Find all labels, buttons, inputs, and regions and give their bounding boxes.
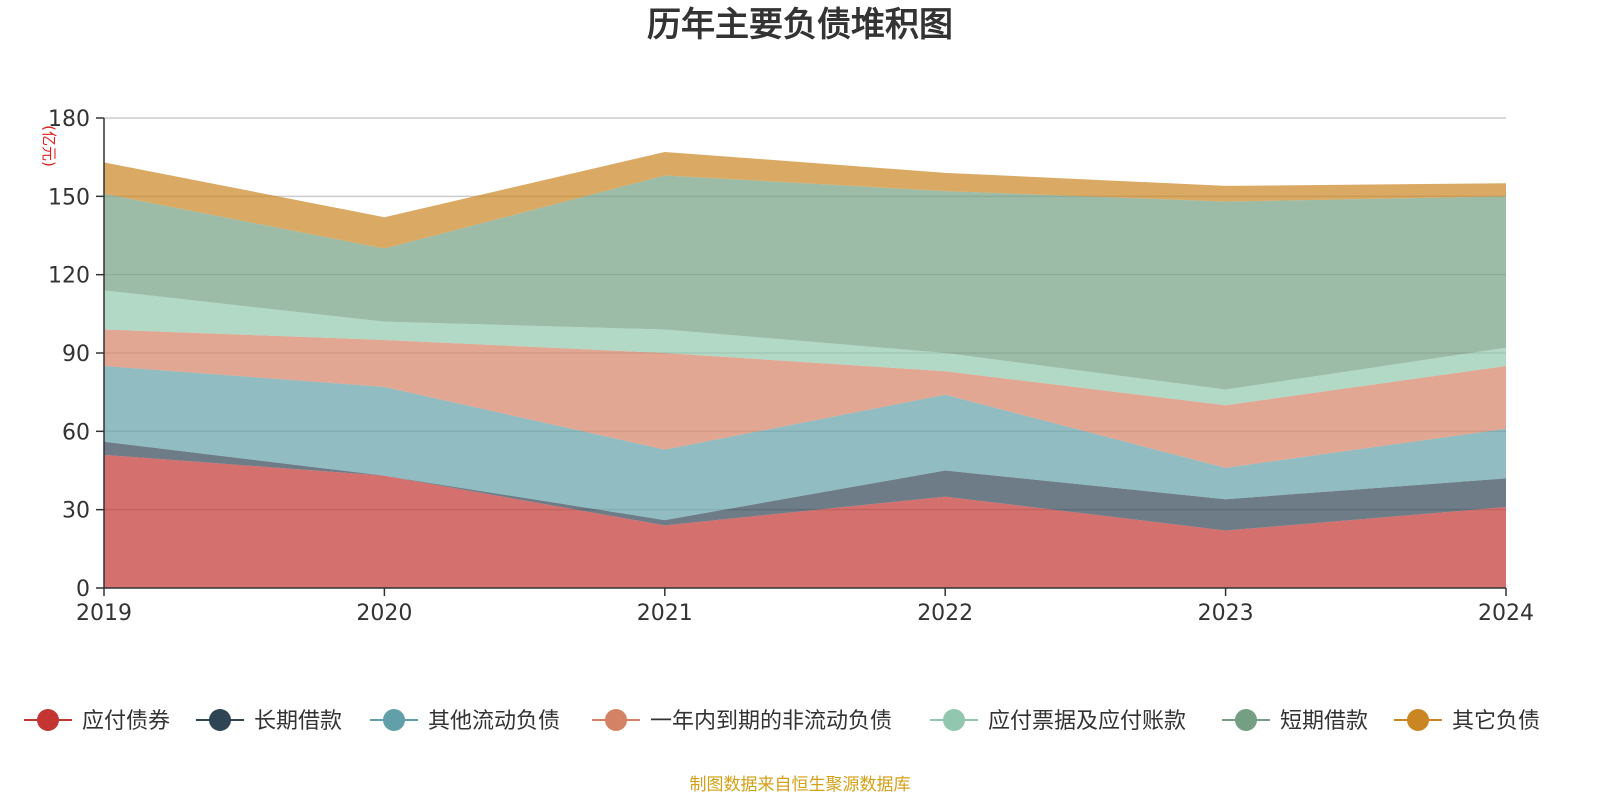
legend-marker (943, 709, 965, 731)
legend-label: 其他流动负债 (428, 709, 560, 734)
axes: 0 30 60 90 120 150 180 2019 2020 2021 2022 2023 2024 (48, 107, 1534, 626)
area-series-3 (104, 366, 1506, 521)
legend-marker (605, 709, 627, 731)
area-series (104, 151, 1506, 588)
x-tick-label: 2021 (637, 601, 693, 626)
legend-label: 一年内到期的非流动负债 (650, 709, 892, 734)
legend-label: 短期借款 (1280, 709, 1368, 734)
x-tick-label: 2023 (1198, 601, 1254, 626)
x-tick-label: 2022 (917, 601, 973, 626)
legend-marker (1407, 709, 1429, 731)
legend-item-6[interactable]: 短期借款 (1222, 709, 1368, 734)
legend-marker (1235, 709, 1257, 731)
legend-item-3[interactable]: 其他流动负债 (370, 709, 560, 734)
y-axis-unit-label: (亿元) (40, 125, 58, 167)
legend-label: 应付票据及应付账款 (988, 709, 1186, 734)
area-series-2 (104, 441, 1506, 531)
x-tick-label: 2020 (356, 601, 412, 626)
legend-marker (383, 709, 405, 731)
legend-item-7[interactable]: 其它负债 (1394, 709, 1540, 734)
legend-label: 应付债券 (82, 709, 170, 734)
source-note: 制图数据来自恒生聚源数据库 (690, 775, 911, 795)
legend-label: 长期借款 (254, 709, 342, 734)
area-series-4 (104, 329, 1506, 468)
area-series-7 (104, 151, 1506, 249)
legend-item-5[interactable]: 应付票据及应付账款 (930, 709, 1186, 734)
y-tick-label: 150 (48, 185, 90, 210)
y-tick-label: 90 (62, 342, 90, 367)
legend-marker (37, 709, 59, 731)
y-tick-label: 30 (62, 499, 90, 524)
chart-title: 历年主要负债堆积图 (647, 5, 953, 45)
y-tick-label: 60 (62, 420, 90, 445)
area-series-5 (104, 290, 1506, 406)
y-tick-label: 120 (48, 264, 90, 289)
legend: 应付债券 长期借款 其他流动负债 一年内到期的非流动负债 应付票据及应付账款 短期借款 其它… (24, 709, 1540, 734)
x-tick-label: 2024 (1478, 601, 1534, 626)
area-series-6 (104, 175, 1506, 390)
legend-item-2[interactable]: 长期借款 (196, 709, 342, 734)
area-series-1 (104, 454, 1506, 588)
x-tick-label: 2019 (76, 601, 132, 626)
y-tick-label: 0 (76, 577, 90, 602)
legend-label: 其它负债 (1452, 709, 1540, 734)
legend-item-1[interactable]: 应付债券 (24, 709, 170, 734)
legend-marker (209, 709, 231, 731)
legend-item-4[interactable]: 一年内到期的非流动负债 (592, 709, 892, 734)
y-tick-label: 180 (48, 107, 90, 132)
